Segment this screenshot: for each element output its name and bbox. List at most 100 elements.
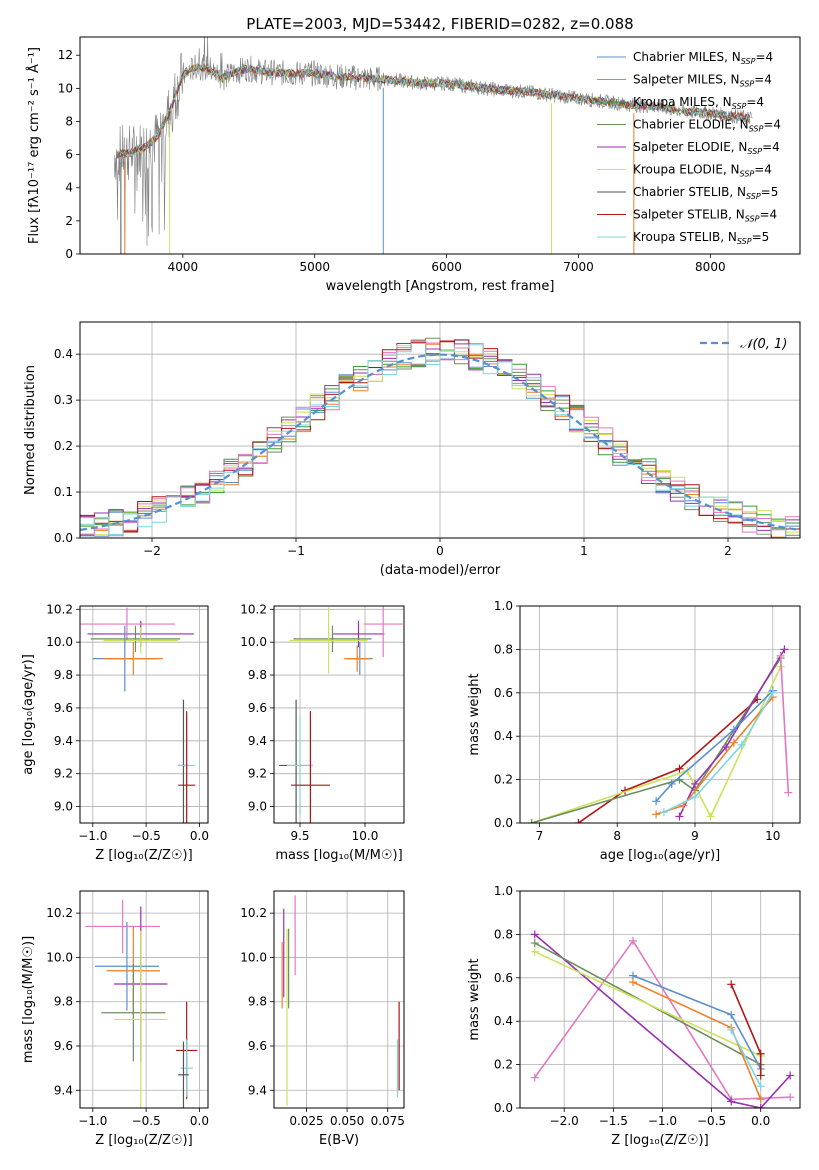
panel-age-weight: 7 8 9 10 0.0 0.2 0.4 0.6 0.8 1.0 age [log₁₀(age/yr…: [467, 599, 801, 863]
y-tick-label: 10.0: [46, 950, 73, 964]
y-tick-label: 10.2: [46, 906, 73, 920]
y-tick-label: 9.4: [248, 1083, 267, 1097]
weight-marker: [527, 819, 536, 823]
model-spectrum-line: [116, 63, 751, 158]
x-tick-label: −1: [287, 544, 305, 558]
axes-frame: [273, 890, 405, 1109]
weight-marker: [756, 1095, 765, 1104]
x-tick-label: 7: [536, 829, 544, 843]
plot-area: [520, 891, 800, 1108]
x-axis-label: (data-model)/error: [380, 563, 501, 578]
legend-label: Kroupa STELIB, NSSP=5: [633, 230, 769, 246]
weight-marker: [675, 764, 684, 773]
y-tick-label: 6: [65, 148, 73, 162]
y-tick-label: 9.4: [54, 1083, 73, 1097]
weight-line: [577, 698, 758, 823]
x-tick-label: 1: [580, 544, 588, 558]
weight-marker: [756, 1071, 765, 1080]
x-tick-label: −1.0: [78, 1114, 107, 1128]
residual-histogram: [80, 341, 800, 538]
y-tick-label: 0.2: [494, 1058, 513, 1072]
y-tick-label: 4: [65, 181, 73, 195]
weight-marker: [652, 810, 661, 819]
x-tick-label: 10.0: [352, 829, 379, 843]
x-tick-label: −1.0: [648, 1114, 677, 1128]
panel-spectrum: 4000 5000 6000 7000 8000 0 2 4 6 8 10 12 wavelength …: [26, 36, 801, 294]
x-tick-label: 5000: [299, 260, 330, 274]
plot-area: [274, 891, 404, 1108]
weight-marker: [722, 743, 731, 752]
weight-marker: [786, 1093, 795, 1102]
x-axis-label: Z [log₁₀(Z/Z☉)]: [95, 848, 192, 863]
residual-histogram: [80, 339, 800, 538]
x-tick-label: 10: [765, 829, 780, 843]
y-tick-label: 9.6: [54, 701, 73, 715]
legend-label: Salpeter ELODIE, NSSP=4: [633, 140, 780, 156]
legend-label: Salpeter MILES, NSSP=4: [633, 73, 772, 89]
y-tick-label: 10.2: [46, 602, 73, 616]
legend-label: Chabrier STELIB, NSSP=5: [633, 185, 778, 201]
y-tick-label: 9.6: [54, 1039, 73, 1053]
y-tick-label: 10.2: [240, 602, 267, 616]
plot-area: [520, 606, 800, 823]
y-tick-label: 9.2: [248, 767, 267, 781]
axes-frame: [79, 890, 209, 1109]
weight-marker: [530, 947, 539, 956]
weight-marker: [574, 819, 583, 823]
y-tick-label: 0.4: [494, 1014, 513, 1028]
legend: Chabrier MILES, NSSP=4 Salpeter MILES, NS…: [597, 50, 781, 246]
plot-area: [114, 37, 753, 254]
legend-label: Chabrier ELODIE, NSSP=4: [633, 118, 781, 134]
y-tick-label: 9.4: [248, 734, 267, 748]
x-tick-label: 0: [436, 544, 444, 558]
x-tick-label: 0.075: [371, 1114, 405, 1128]
x-tick-label: 9.5: [290, 829, 309, 843]
legend-label: Kroupa MILES, NSSP=4: [633, 95, 764, 111]
panel-Z-weight: −2.0 −1.5 −1.0 −0.5 0.0 0.0 0.2 0.4 0.6 0.8 1.0 Z […: [467, 884, 801, 1148]
weight-marker: [776, 651, 785, 660]
legend-label: Chabrier MILES, NSSP=4: [633, 50, 773, 66]
weight-marker: [727, 1097, 736, 1106]
axes-frame: [273, 605, 405, 824]
y-tick-label: 9.4: [54, 734, 73, 748]
y-tick-label: 9.6: [248, 701, 267, 715]
x-tick-label: −1.5: [599, 1114, 628, 1128]
weight-marker: [530, 930, 539, 939]
y-axis-label: age [log₁₀(age/yr)]: [21, 654, 36, 775]
y-tick-label: 12: [58, 48, 73, 62]
residual-histogram: [80, 349, 800, 538]
panel-mass-age: 9.5 10.0 9.0 9.2 9.4 9.6 9.8 10.0 10.2 mass [log₁…: [240, 602, 405, 863]
weight-marker: [784, 788, 793, 797]
panel-Z-age: −1.0 −0.5 0.0 9.0 9.2 9.4 9.6 9.8 10.0 10.2 Z [log…: [21, 602, 209, 863]
y-tick-label: 9.8: [248, 668, 267, 682]
x-tick-label: 0.050: [330, 1114, 364, 1128]
x-tick-label: 0.0: [751, 1114, 770, 1128]
axes-frame: [79, 36, 801, 255]
y-tick-label: 0.3: [54, 393, 73, 407]
weight-marker: [786, 1071, 795, 1080]
weight-marker: [675, 812, 684, 821]
weight-marker: [667, 779, 676, 788]
y-tick-label: 8: [65, 114, 73, 128]
x-tick-label: −0.5: [697, 1114, 726, 1128]
x-tick-label: 0.025: [289, 1114, 323, 1128]
axes-frame: [79, 605, 209, 824]
plot-area: [80, 606, 208, 823]
x-tick-label: 4000: [168, 260, 199, 274]
y-tick-label: 1.0: [494, 599, 513, 613]
weight-line: [534, 951, 762, 1057]
weight-marker: [729, 725, 738, 734]
y-tick-label: 0.8: [494, 642, 513, 656]
y-tick-label: 0.8: [494, 927, 513, 941]
plot-area: [274, 606, 404, 823]
weight-line: [531, 657, 782, 823]
y-tick-label: 0.4: [54, 347, 73, 361]
x-tick-label: 8000: [695, 260, 726, 274]
x-axis-label: Z [log₁₀(Z/Z☉)]: [95, 1133, 192, 1148]
y-tick-label: 0.2: [54, 439, 73, 453]
y-tick-label: 2: [65, 214, 73, 228]
x-axis-label: age [log₁₀(age/yr)]: [600, 848, 721, 863]
residual-histogram: [80, 340, 800, 538]
y-tick-label: 0.4: [494, 729, 513, 743]
